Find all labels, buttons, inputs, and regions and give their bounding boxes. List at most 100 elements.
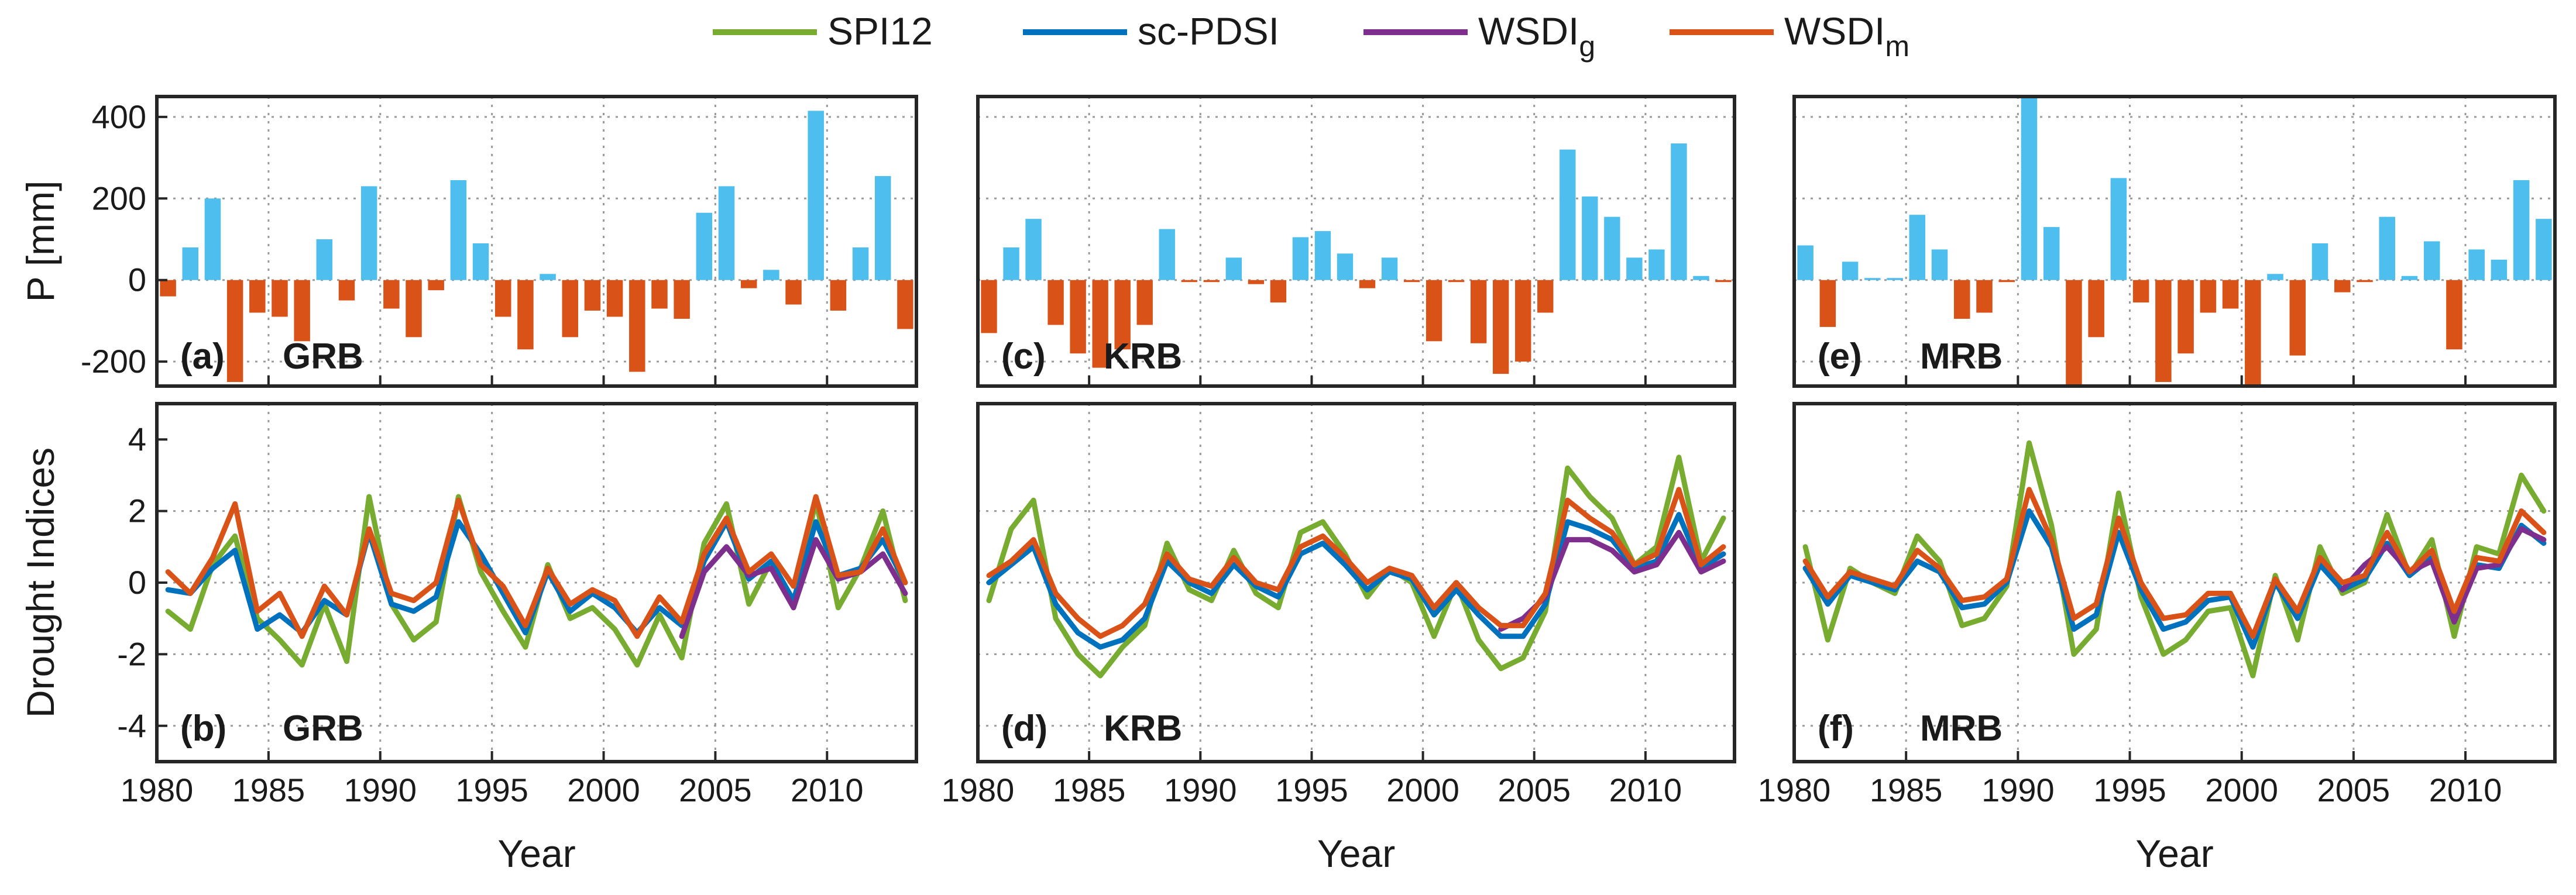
precip-bar (2200, 280, 2217, 313)
y-tick-label: 4 (128, 421, 146, 457)
panel-background (1794, 404, 2555, 762)
precip-bar (226, 280, 243, 383)
precip-bar (1909, 215, 1926, 280)
y-tick-label: -2 (117, 635, 146, 672)
panel-tag: (b) (180, 708, 226, 749)
precip-panel-krb: (c) KRB (976, 95, 1736, 388)
x-tick-label: 1995 (1275, 772, 1348, 808)
x-axis-label: Year (497, 832, 575, 875)
panel-background (978, 97, 1734, 386)
series-line-sc-pdsi (986, 512, 1726, 650)
precip-bar (2222, 280, 2239, 309)
panel-tag: (d) (1001, 708, 1047, 749)
precip-bar (1070, 280, 1086, 354)
panel-frame (976, 402, 1736, 763)
x-tick-label: 2000 (1386, 772, 1459, 808)
drought-panel-krb: 1980 1985 1990 1995 2000 2005 2010 (d) KRB (942, 402, 1736, 808)
precip-bar (540, 274, 556, 280)
legend-label: SPI12 (827, 9, 933, 53)
series-line-wsdi-g (679, 537, 908, 639)
precip-bar (1887, 278, 1903, 280)
y-tick-label: -200 (81, 343, 146, 380)
precip-bar (1470, 280, 1487, 343)
x-tick-label: 2005 (1497, 772, 1571, 808)
panel-frame (1792, 95, 2557, 388)
legend-item: sc-PDSI (1023, 9, 1279, 53)
x-tick-label: 1980 (1758, 772, 1831, 808)
precip-bar (2401, 276, 2418, 280)
precip-bar (897, 280, 913, 329)
basin-label: GRB (283, 708, 363, 749)
precip-bar (2379, 216, 2395, 280)
legend-label-subscript: m (1885, 30, 1909, 63)
precip-bar (874, 175, 891, 280)
x-tick-label: 1985 (232, 772, 305, 808)
precip-bar (1976, 280, 1993, 313)
legend-label-text: sc-PDSI (1138, 9, 1279, 53)
precip-bar (1582, 196, 1598, 280)
precip-bar (2110, 178, 2127, 280)
precip-bar (160, 280, 176, 297)
precip-bar (204, 198, 221, 280)
precip-bar (1560, 149, 1576, 280)
precip-bar (1693, 276, 1709, 280)
precip-bar (2132, 280, 2149, 303)
legend-label-text: WSDI (1478, 9, 1579, 53)
legend-label: WSDIm (1784, 9, 1909, 63)
precip-bar (2423, 241, 2440, 280)
precip-bar (1092, 280, 1108, 368)
y-tick-label: -4 (117, 707, 146, 744)
precip-bar (1114, 280, 1131, 350)
precip-bar (1626, 257, 1643, 280)
precip-bar (1954, 280, 1970, 319)
precip-bar (808, 111, 824, 280)
precip-bar (1604, 216, 1620, 280)
precip-bar (406, 280, 422, 338)
precip-panel-grb: -200 0 200 400 P [mm] (a) GRB (19, 95, 918, 388)
precip-bar (1292, 237, 1309, 280)
precip-bar (1715, 280, 1732, 283)
basin-label: MRB (1920, 336, 2003, 377)
x-tick-label: 1980 (942, 772, 1015, 808)
precip-bar (1403, 280, 1420, 283)
precip-bar (272, 280, 288, 317)
precip-bar (494, 280, 511, 317)
precip-bar (2066, 280, 2082, 386)
basin-label: GRB (283, 336, 363, 377)
legend: SPI12 sc-PDSI WSDIg WSDIm (713, 9, 1909, 63)
legend-label: sc-PDSI (1138, 9, 1279, 53)
precip-bar (2021, 97, 2038, 280)
basin-label: KRB (1104, 336, 1182, 377)
x-tick-label: 1995 (455, 772, 528, 808)
precip-bar (338, 280, 355, 301)
x-tick-label: 1990 (1164, 772, 1237, 808)
precip-bar (830, 280, 847, 311)
basin-label: KRB (1104, 708, 1182, 749)
x-tick-label: 1985 (1870, 772, 1943, 808)
precip-bar (450, 180, 467, 280)
precip-bar (1248, 280, 1265, 284)
precip-bar (1931, 249, 1948, 280)
precip-bar (1314, 231, 1331, 280)
precip-bar (2446, 280, 2462, 350)
precip-bar (383, 280, 400, 309)
legend-item: WSDIm (1670, 9, 1909, 63)
series-line-wsdi-m (986, 487, 1726, 639)
precip-bar (1003, 247, 1019, 280)
legend-item: WSDIg (1363, 9, 1595, 63)
precip-bar (1426, 280, 1442, 342)
x-axis-label: Year (1317, 832, 1395, 875)
legend-label-text: SPI12 (827, 9, 933, 53)
y-tick-label: 2 (128, 493, 146, 529)
precip-bar (2088, 280, 2104, 338)
x-tick-label: 1980 (121, 772, 194, 808)
precip-bar (1359, 280, 1376, 288)
x-tick-label: 2010 (2429, 772, 2502, 808)
precip-bar (1864, 278, 1881, 280)
x-tick-label: 1990 (1981, 772, 2055, 808)
precip-bar (1136, 280, 1153, 325)
precip-panel-mrb: (e) MRB (1792, 95, 2557, 388)
precip-bar (2267, 274, 2283, 280)
precip-bar (316, 239, 333, 280)
precip-bar (674, 280, 690, 319)
